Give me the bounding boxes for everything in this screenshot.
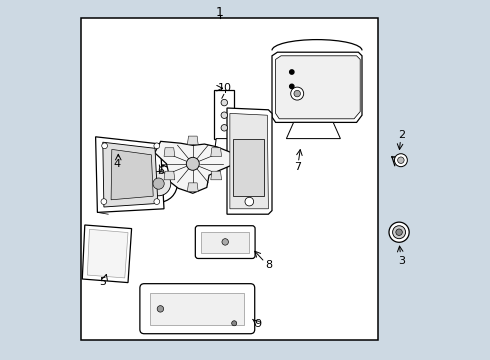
Bar — [149, 293, 245, 325]
Circle shape — [147, 171, 171, 196]
Circle shape — [221, 112, 227, 118]
Circle shape — [154, 199, 160, 204]
Polygon shape — [164, 148, 175, 157]
Bar — [215, 90, 234, 139]
Polygon shape — [211, 148, 221, 157]
Circle shape — [154, 143, 160, 149]
Bar — [201, 232, 248, 253]
Polygon shape — [227, 108, 272, 214]
Circle shape — [140, 165, 177, 202]
Circle shape — [290, 84, 294, 89]
Polygon shape — [215, 139, 234, 153]
Circle shape — [291, 87, 304, 100]
Polygon shape — [164, 171, 175, 180]
Polygon shape — [111, 149, 153, 200]
Text: 9: 9 — [254, 319, 261, 329]
Text: 4: 4 — [114, 159, 121, 169]
Polygon shape — [187, 136, 198, 145]
Circle shape — [398, 157, 404, 163]
Polygon shape — [211, 171, 221, 180]
Circle shape — [392, 226, 406, 239]
Polygon shape — [87, 229, 128, 278]
Bar — [81, 18, 378, 340]
FancyBboxPatch shape — [196, 226, 255, 258]
Polygon shape — [272, 52, 362, 122]
Circle shape — [186, 157, 199, 170]
Polygon shape — [96, 137, 164, 212]
Text: 6: 6 — [157, 166, 164, 176]
Text: 2: 2 — [398, 130, 405, 140]
Polygon shape — [286, 122, 341, 139]
Circle shape — [101, 199, 107, 204]
Text: 5: 5 — [99, 276, 106, 287]
Polygon shape — [103, 142, 158, 207]
Circle shape — [221, 125, 227, 131]
Circle shape — [394, 154, 407, 167]
Circle shape — [396, 229, 402, 235]
Circle shape — [294, 90, 300, 97]
Circle shape — [222, 239, 228, 245]
Text: 8: 8 — [265, 260, 272, 270]
Circle shape — [221, 99, 227, 106]
Text: 7: 7 — [294, 162, 301, 172]
Polygon shape — [155, 141, 235, 193]
Polygon shape — [275, 56, 360, 119]
Circle shape — [102, 143, 107, 149]
Polygon shape — [187, 183, 198, 192]
Circle shape — [389, 222, 409, 242]
Polygon shape — [82, 225, 132, 283]
Polygon shape — [230, 113, 269, 209]
Bar — [233, 139, 264, 196]
Circle shape — [245, 197, 254, 206]
Circle shape — [232, 321, 237, 326]
FancyBboxPatch shape — [140, 284, 255, 334]
Text: 1: 1 — [216, 6, 224, 19]
Circle shape — [157, 306, 164, 312]
Text: 10: 10 — [218, 83, 232, 93]
Text: 3: 3 — [398, 256, 405, 266]
Circle shape — [153, 178, 164, 189]
Circle shape — [290, 70, 294, 74]
